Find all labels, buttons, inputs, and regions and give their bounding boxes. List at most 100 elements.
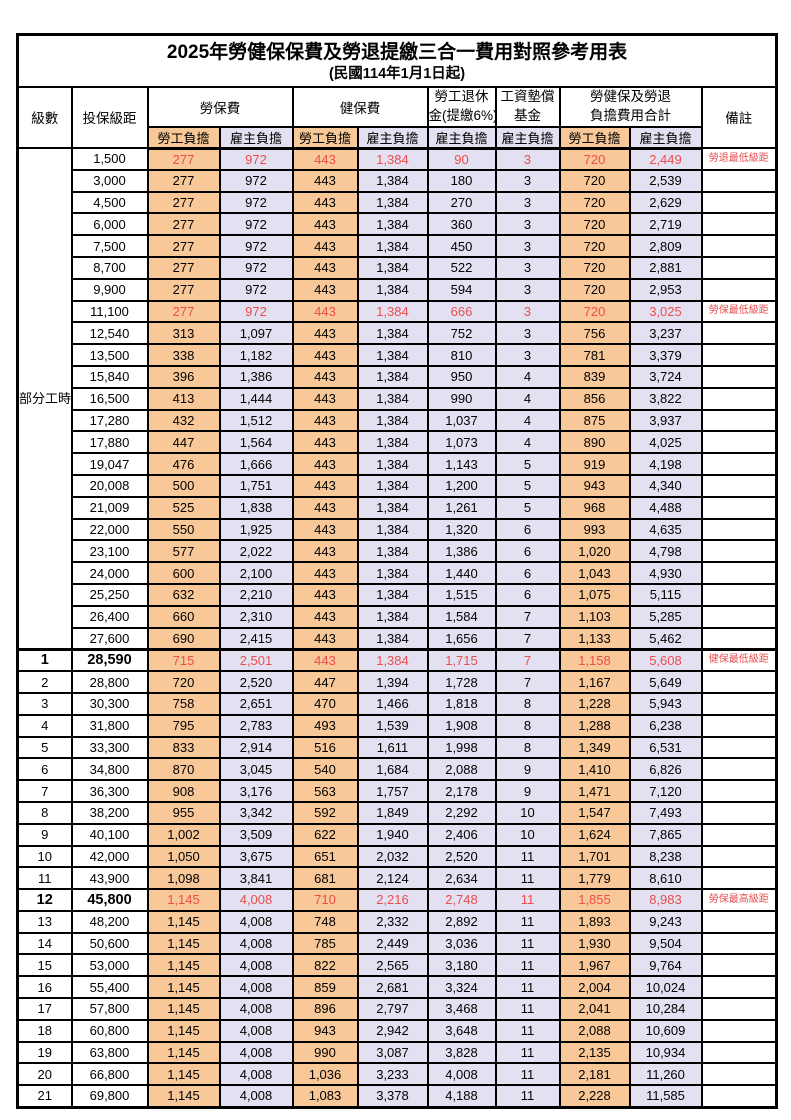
bracket-cell: 3,000 [70, 168, 149, 193]
total-employer-cell: 3,025 [628, 299, 703, 324]
header-sub-row: 勞工負擔 雇主負擔 勞工負擔 雇主負擔 雇主負擔 雇主負擔 勞工負擔 雇主負擔 [18, 125, 777, 150]
total-employee-cell: 1,967 [558, 953, 631, 978]
pension-employer-cell: 4,008 [426, 1062, 497, 1087]
total-employee-cell: 1,043 [558, 561, 631, 585]
pension-employer-cell: 1,143 [426, 452, 497, 476]
table-row: 11 43,900 1,098 3,841 681 2,124 2,634 11 1,779 8,… [16, 866, 778, 891]
hi-employer-cell: 1,849 [356, 800, 429, 825]
bracket-cell: 9,900 [70, 277, 149, 302]
bracket-cell: 20,008 [70, 473, 149, 498]
li-employer-cell: 4,008 [218, 975, 294, 1000]
total-employee-cell: 2,135 [558, 1040, 631, 1065]
pension-employer-cell: 1,515 [426, 582, 497, 607]
total-employee-cell: 839 [558, 364, 631, 389]
bracket-cell: 13,500 [70, 343, 149, 367]
total-employer-cell: 8,610 [628, 866, 703, 891]
hi-employee-cell: 443 [291, 343, 359, 367]
li-employer-cell: 2,914 [218, 735, 294, 760]
remark-cell [700, 909, 778, 934]
table-row: 19 63,800 1,145 4,008 990 3,087 3,828 11 2,135 10… [16, 1040, 778, 1065]
table-row: 17,880 447 1,564 443 1,384 1,073 4 890 4,025 [18, 430, 778, 455]
li-employer-cell: 4,008 [218, 953, 294, 978]
li-employee-cell: 1,145 [146, 888, 221, 912]
hi-employee-cell: 443 [291, 168, 359, 193]
total-employee-cell: 890 [558, 430, 631, 455]
li-employee-cell: 277 [146, 255, 221, 280]
li-employer-cell: 4,008 [218, 1084, 294, 1109]
total-employer-cell: 2,809 [628, 234, 703, 258]
hi-employer-cell: 2,449 [356, 931, 429, 956]
pension-employer-cell: 1,320 [426, 517, 497, 542]
li-employee-cell: 795 [146, 713, 221, 738]
wage-fund-employer-cell: 11 [494, 953, 561, 978]
li-employer-cell: 2,210 [218, 582, 294, 607]
table-row: 21 69,800 1,145 4,008 1,083 3,378 4,188 11 2,228… [16, 1084, 778, 1109]
remark-cell [700, 931, 778, 956]
level-cell: 12 [16, 888, 73, 912]
hi-employer-cell: 1,384 [356, 212, 429, 237]
total-employee-cell: 1,930 [558, 931, 631, 956]
wage-fund-employer-cell: 7 [494, 670, 561, 694]
level-cell: 15 [16, 953, 73, 978]
hi-employee-cell: 443 [291, 430, 359, 455]
hi-employee-cell: 785 [291, 931, 359, 956]
wage-fund-employer-cell: 11 [494, 975, 561, 1000]
total-employee-cell: 1,288 [558, 713, 631, 738]
li-employee-cell: 1,145 [146, 1040, 221, 1065]
hi-employer-cell: 1,384 [356, 626, 429, 651]
total-employee-cell: 1,471 [558, 779, 631, 803]
li-employee-cell: 476 [146, 452, 221, 476]
pension-employer-cell: 2,520 [426, 844, 497, 869]
pension-employer-cell: 3,324 [426, 975, 497, 1000]
bracket-cell: 45,800 [70, 888, 149, 912]
hi-employer-cell: 1,384 [356, 147, 429, 171]
li-employee-cell: 715 [146, 647, 221, 673]
pension-employer-cell: 1,728 [426, 670, 497, 694]
hi-employer-cell: 2,332 [356, 909, 429, 934]
wage-fund-employer-cell: 3 [494, 234, 561, 258]
pension-employer-cell: 2,292 [426, 800, 497, 825]
li-employee-cell: 1,145 [146, 1062, 221, 1087]
hi-employee-cell: 443 [291, 539, 359, 564]
li-employee-cell: 833 [146, 735, 221, 760]
level-cell: 5 [16, 735, 73, 760]
hi-employee-cell: 592 [291, 800, 359, 825]
li-employee-cell: 277 [146, 212, 221, 237]
total-employee-cell: 968 [558, 495, 631, 520]
hi-employer-cell: 1,466 [356, 691, 429, 716]
hi-employer-cell: 1,384 [356, 517, 429, 542]
pension-employer-cell: 360 [426, 212, 497, 237]
bracket-cell: 7,500 [70, 234, 149, 258]
li-employer-cell: 1,925 [218, 517, 294, 542]
total-employee-cell: 875 [558, 408, 631, 433]
table-row: 16 55,400 1,145 4,008 859 2,681 3,324 11 2,004 10… [16, 975, 778, 1000]
hi-employee-cell: 443 [291, 364, 359, 389]
table-row: 1 28,590 715 2,501 443 1,384 1,715 7 1,158 5,608 健… [16, 647, 778, 673]
li-employee-cell: 447 [146, 430, 221, 455]
table-row: 20 66,800 1,145 4,008 1,036 3,233 4,008 11 2,181… [16, 1062, 778, 1087]
bracket-cell: 50,600 [70, 931, 149, 956]
li-employer-cell: 4,008 [218, 1062, 294, 1087]
bracket-cell: 25,250 [70, 582, 149, 607]
total-employer-cell: 6,238 [628, 713, 703, 738]
li-employer-cell: 972 [218, 234, 294, 258]
li-employee-cell: 955 [146, 800, 221, 825]
hi-employer-cell: 1,384 [356, 364, 429, 389]
hi-employer-cell: 3,378 [356, 1084, 429, 1109]
total-employee-cell: 781 [558, 343, 631, 367]
remark-cell [700, 430, 778, 455]
total-employee-cell: 720 [558, 277, 631, 302]
level-cell: 4 [16, 713, 73, 738]
bracket-cell: 34,800 [70, 757, 149, 782]
li-employee-cell: 908 [146, 779, 221, 803]
total-employer-cell: 4,488 [628, 495, 703, 520]
level-cell: 1 [16, 647, 73, 673]
remark-cell [700, 735, 778, 760]
remark-cell: 健保最低級距 [700, 647, 778, 673]
remark-cell [700, 582, 778, 607]
remark-cell [700, 343, 778, 367]
li-employer-cell: 2,651 [218, 691, 294, 716]
total-employee-cell: 1,158 [558, 647, 631, 673]
level-cell: 21 [16, 1084, 73, 1109]
level-cell: 19 [16, 1040, 73, 1065]
